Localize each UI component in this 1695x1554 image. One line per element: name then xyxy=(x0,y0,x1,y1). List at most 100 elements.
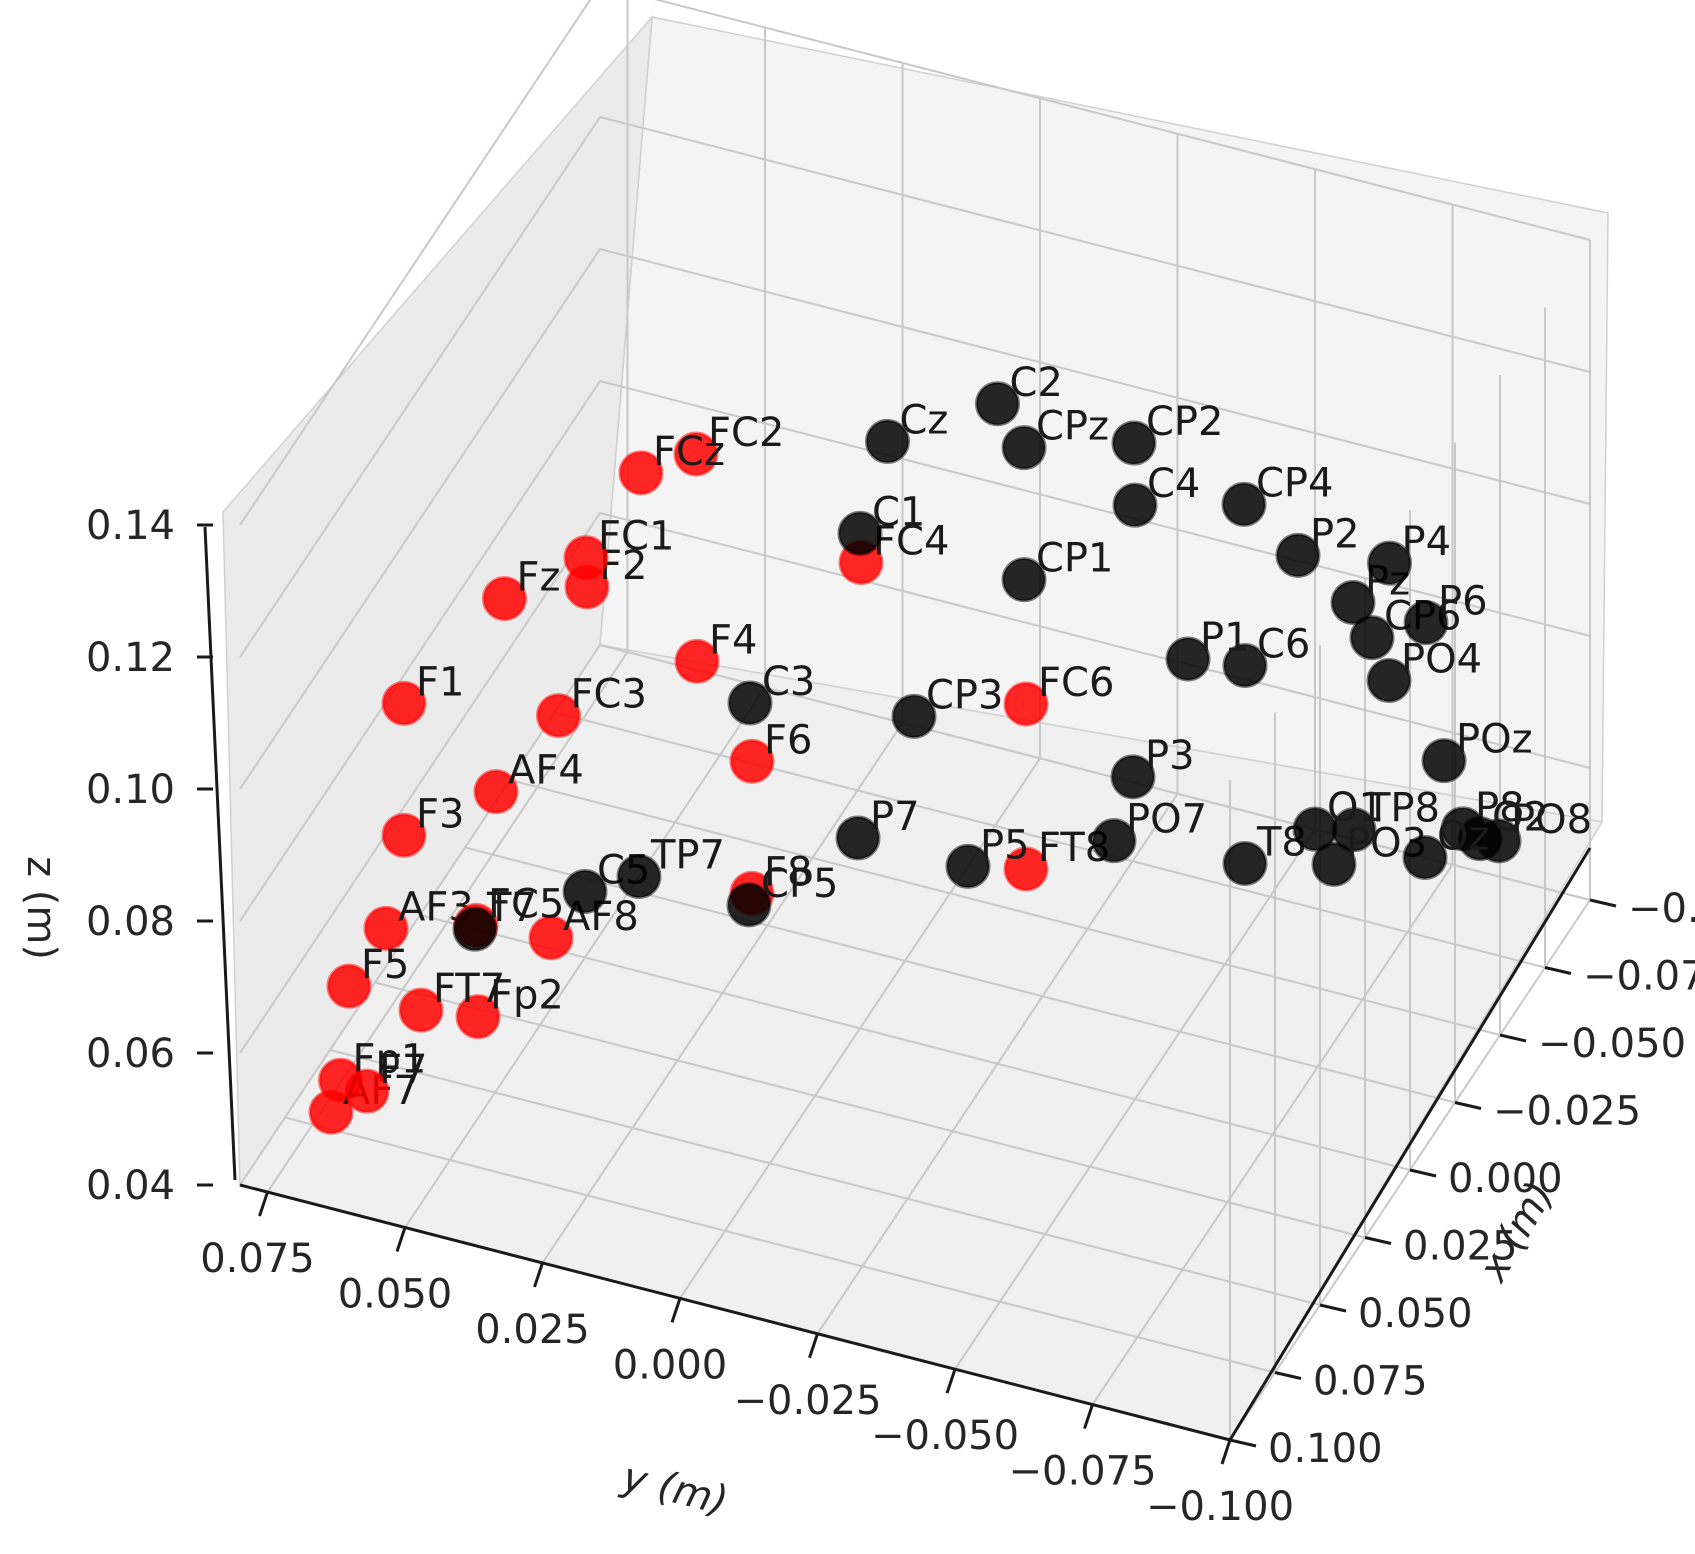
electrode-label: P6 xyxy=(1438,579,1488,625)
electrode-label: CP4 xyxy=(1256,460,1334,506)
x-tick xyxy=(1319,1303,1347,1313)
electrode-label: F8 xyxy=(764,849,812,895)
electrode-marker xyxy=(398,987,444,1033)
electrode-label: F1 xyxy=(416,659,464,705)
electrode-point: P7 xyxy=(835,794,920,861)
electrode-point: FCz xyxy=(618,429,725,496)
electrode-marker xyxy=(727,680,773,726)
electrode-point: F4 xyxy=(674,617,757,684)
electrode-label: FC4 xyxy=(873,519,949,565)
electrode-label: F7 xyxy=(379,1047,427,1093)
electrode-label: Oz xyxy=(1437,814,1489,860)
electrode-point: CP5 xyxy=(726,861,839,928)
x-tick xyxy=(1409,1168,1437,1178)
electrode-point: FC2 xyxy=(673,410,784,477)
electrode-point: TP8 xyxy=(1331,786,1440,853)
electrode-marker xyxy=(1421,738,1467,784)
y-tick xyxy=(1220,1439,1232,1465)
electrode-label: CP5 xyxy=(761,861,839,907)
electrode-marker xyxy=(1349,615,1395,661)
electrode-point: TP7 xyxy=(616,833,725,899)
electrode-marker xyxy=(945,843,991,889)
electrode-marker xyxy=(1003,681,1049,727)
y-tick xyxy=(395,1227,407,1252)
electrode-point: AF3 xyxy=(363,884,474,951)
electrode-marker xyxy=(891,693,937,739)
electrode-marker xyxy=(308,1089,354,1135)
electrode-marker xyxy=(563,535,609,581)
electrode-label: FT7 xyxy=(433,966,505,1012)
electrode-marker xyxy=(1292,806,1338,852)
electrode-label: F4 xyxy=(709,617,757,663)
electrode-label: FCz xyxy=(653,429,725,475)
electrode-label: P2 xyxy=(1310,511,1360,557)
electrode-label: AF4 xyxy=(508,748,584,794)
electrode-marker xyxy=(1366,658,1412,703)
electrode-point: PO4 xyxy=(1366,637,1482,703)
electrode-point: O2 xyxy=(1457,795,1549,862)
electrode-label: TP8 xyxy=(1365,786,1440,832)
electrode-point: F5 xyxy=(326,942,409,1009)
electrode-label: Cz xyxy=(900,397,949,443)
x-tick xyxy=(1454,1101,1482,1110)
electrode-marker xyxy=(1110,754,1156,800)
electrode-label: O2 xyxy=(1492,795,1549,841)
electrode-marker xyxy=(673,431,719,477)
electrode-marker xyxy=(381,680,427,726)
electrode-label: P4 xyxy=(1402,519,1452,565)
electrode-point: FC3 xyxy=(536,672,647,739)
grid-line xyxy=(816,793,1179,1335)
y-tick xyxy=(808,1333,819,1359)
x-tick xyxy=(1274,1371,1302,1380)
y-tick xyxy=(1083,1404,1094,1430)
electrode-marker xyxy=(473,769,519,815)
electrode-marker xyxy=(1001,557,1047,603)
x-tick-label: 0.000 xyxy=(1448,1156,1563,1202)
electrode-point: P2 xyxy=(1275,511,1360,578)
electrode-label: FC1 xyxy=(598,514,674,560)
x-tick-label: 0.100 xyxy=(1268,1426,1383,1472)
x-tick-label: 0.025 xyxy=(1403,1224,1518,1270)
electrode-label: PO4 xyxy=(1401,637,1482,683)
x-tick xyxy=(1544,966,1572,975)
y-tick xyxy=(258,1191,269,1217)
electrode-marker xyxy=(1112,482,1158,528)
electrode-marker xyxy=(1003,846,1049,892)
electrode-label: C3 xyxy=(762,659,815,705)
z-tick-label: 0.14 xyxy=(86,503,175,549)
electrode-label: Fz xyxy=(517,555,561,601)
z-axis-line xyxy=(203,526,237,1181)
x-tick xyxy=(1499,1033,1527,1043)
x-tick-label: 0.050 xyxy=(1358,1291,1473,1337)
electrode-label: P1 xyxy=(1200,615,1250,661)
z-tick-label: 0.08 xyxy=(86,899,175,945)
electrode-point: F7 xyxy=(344,1047,427,1114)
electrode-point: P1 xyxy=(1165,615,1250,682)
electrode-marker xyxy=(835,815,881,861)
electrode-label: C1 xyxy=(872,489,925,535)
z-axis-title: z (m) xyxy=(18,856,64,960)
electrode-marker xyxy=(1165,636,1211,682)
x-tick-label: 0.075 xyxy=(1313,1359,1428,1405)
electrode-label: O1 xyxy=(1327,785,1384,831)
electrode-label: T7 xyxy=(486,885,537,931)
x-tick xyxy=(1364,1236,1392,1245)
electrode-point: CPz xyxy=(1001,404,1109,471)
electrode-point: Fz xyxy=(482,555,561,622)
electrode-marker xyxy=(528,915,574,961)
electrode-marker xyxy=(1367,540,1412,586)
electrode-point: Fp2 xyxy=(455,973,564,1040)
grid-line xyxy=(1091,864,1454,1406)
electrode-marker xyxy=(1402,835,1448,880)
electrode-label: P3 xyxy=(1145,733,1195,779)
electrode-marker xyxy=(1330,580,1376,625)
electrode-marker xyxy=(975,381,1020,427)
electrode-marker xyxy=(616,854,662,899)
electrode-point: CP3 xyxy=(891,672,1004,739)
electrode-point: T7 xyxy=(452,885,537,952)
electrode-label: CP3 xyxy=(926,672,1004,718)
electrode-label: FC3 xyxy=(571,672,647,718)
z-tick-label: 0.10 xyxy=(86,767,175,813)
electrode-marker xyxy=(837,510,883,556)
